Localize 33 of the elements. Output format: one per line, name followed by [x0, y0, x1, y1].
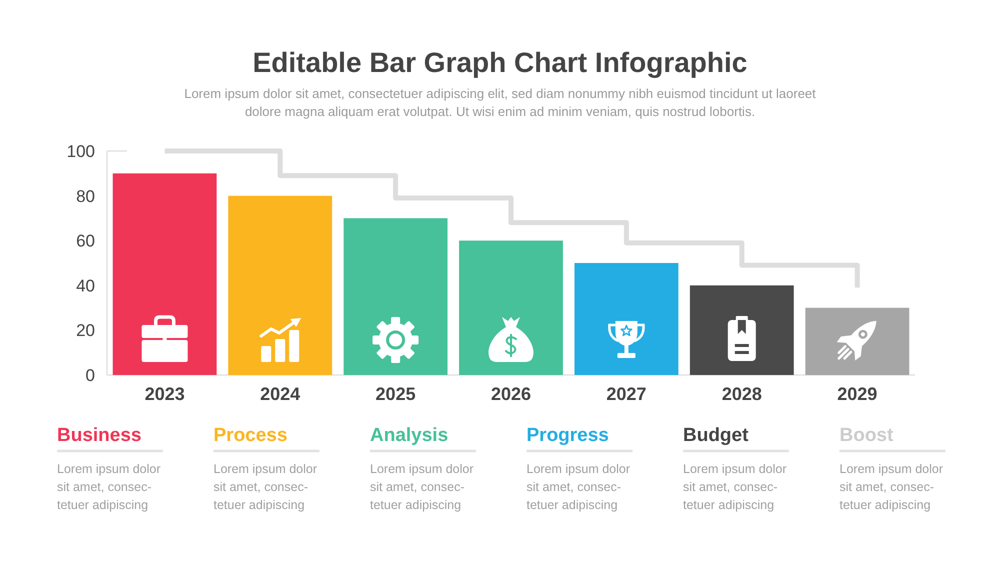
x-tick-label: 2028 — [722, 384, 762, 404]
text: Lorem ipsum dolor sit amet, consec- tetuer adipiscing — [214, 462, 318, 512]
text: Budget — [683, 425, 750, 446]
text: Progress — [526, 425, 609, 446]
text: Lorem ipsum dolor sit amet, consec- tetuer adipiscing — [683, 462, 787, 512]
text: Lorem ipsum dolor sit amet, consec- tetuer adipiscing — [840, 462, 944, 512]
bar — [805, 308, 910, 375]
bar — [228, 196, 332, 375]
chart-title: Editable Bar Graph Chart Infographic — [252, 47, 748, 78]
text: Business — [57, 425, 142, 446]
bar — [344, 218, 448, 375]
bar — [690, 285, 794, 375]
x-tick-label: 2029 — [837, 384, 878, 404]
text: Process — [214, 425, 288, 446]
text: Lorem ipsum dolor sit amet, consec- tetuer adipiscing — [370, 462, 474, 512]
bar — [459, 240, 563, 375]
y-tick-label: 100 — [66, 142, 95, 161]
y-tick-label: 0 — [86, 366, 95, 385]
text: Lorem ipsum dolor sit amet, consec- tetuer adipiscing — [526, 462, 630, 512]
x-tick-label: 2026 — [490, 384, 532, 404]
y-tick-label: 80 — [76, 186, 95, 206]
x-tick-label: 2024 — [260, 384, 300, 404]
x-tick-label: 2025 — [376, 384, 416, 404]
bar — [574, 263, 678, 375]
x-tick-label: 2027 — [606, 384, 646, 404]
chart-subtitle: Lorem ipsum dolor sit amet, consectetuer adipiscing elit, sed diam nonummy nibh euismod tincidunt ut laoreet dolore magna aliquam erat volutpat. Ut wisi enim ad minim veniam, quis nostrud lobortis. — [184, 86, 816, 119]
x-tick-label: 2023 — [144, 384, 185, 404]
text: Lorem ipsum dolor sit amet, consec- tetuer adipiscing — [57, 462, 161, 512]
bar — [112, 173, 217, 375]
text: Analysis — [370, 425, 448, 446]
y-tick-label: 40 — [76, 276, 95, 296]
y-tick-label: 20 — [76, 321, 95, 340]
y-tick-label: 60 — [76, 232, 95, 251]
